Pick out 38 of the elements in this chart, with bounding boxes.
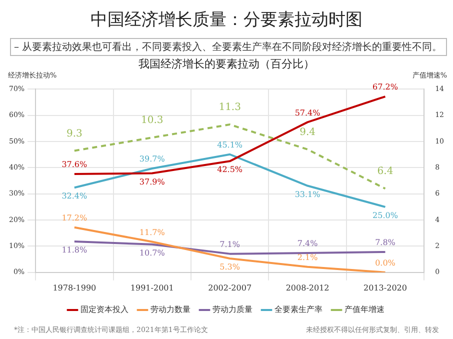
x-tick-label: 1978-1990 [52,283,96,292]
text: – 从要素拉动效果也可看出，不同要素投入、全要素生产率在不同阶段对经济增长的重要性不同。 [10,38,447,56]
chart-title: 我国经济增长的要素拉动（百分比） [138,57,314,70]
data-label: 10.7% [139,248,166,258]
data-label: 67.2% [372,82,398,92]
data-label: 5.3% [220,262,240,272]
data-label: 11.3 [218,102,241,114]
legend-label: 固定资本投入 [80,305,128,314]
data-label: 37.6% [62,160,88,170]
legend-label: 产值年增速 [344,305,384,314]
x-tick-label: 2002-2007 [208,283,252,292]
data-label: 2.1% [297,252,318,262]
legend-label: 劳动力质量 [212,305,252,314]
data-label: 10.3 [140,115,164,126]
data-label: 9.3 [66,128,82,140]
data-label: 11.8% [62,246,88,255]
data-label: 7.1% [220,240,240,249]
data-label: 7.4% [297,239,318,248]
data-label: 7.8% [375,238,396,248]
data-label: 57.4% [294,108,321,118]
text: 中国经济增长质量：分要素拉动时图 [90,9,364,31]
data-label: 33.1% [294,190,321,199]
x-tick-label: 2013-2020 [364,283,407,292]
data-label: 6.4 [377,166,394,178]
x-tick-label: 1991-2001 [130,283,174,292]
legend-label: 全要素生产率 [274,305,322,314]
data-label: 42.5% [217,165,243,174]
data-label: 9.4 [300,126,316,138]
data-label: 37.9% [139,177,166,186]
data-label: 11.7% [139,228,166,237]
data-label: 25.0% [372,211,398,220]
data-label: 0.0% [375,258,396,268]
data-label: 39.7% [139,154,166,164]
data-label: 32.4% [62,192,88,201]
data-label: 45.1% [217,140,243,150]
data-label: 17.2% [62,213,88,222]
x-tick-label: 2008-2012 [286,283,330,292]
legend-label: 劳动力数量 [150,305,190,314]
